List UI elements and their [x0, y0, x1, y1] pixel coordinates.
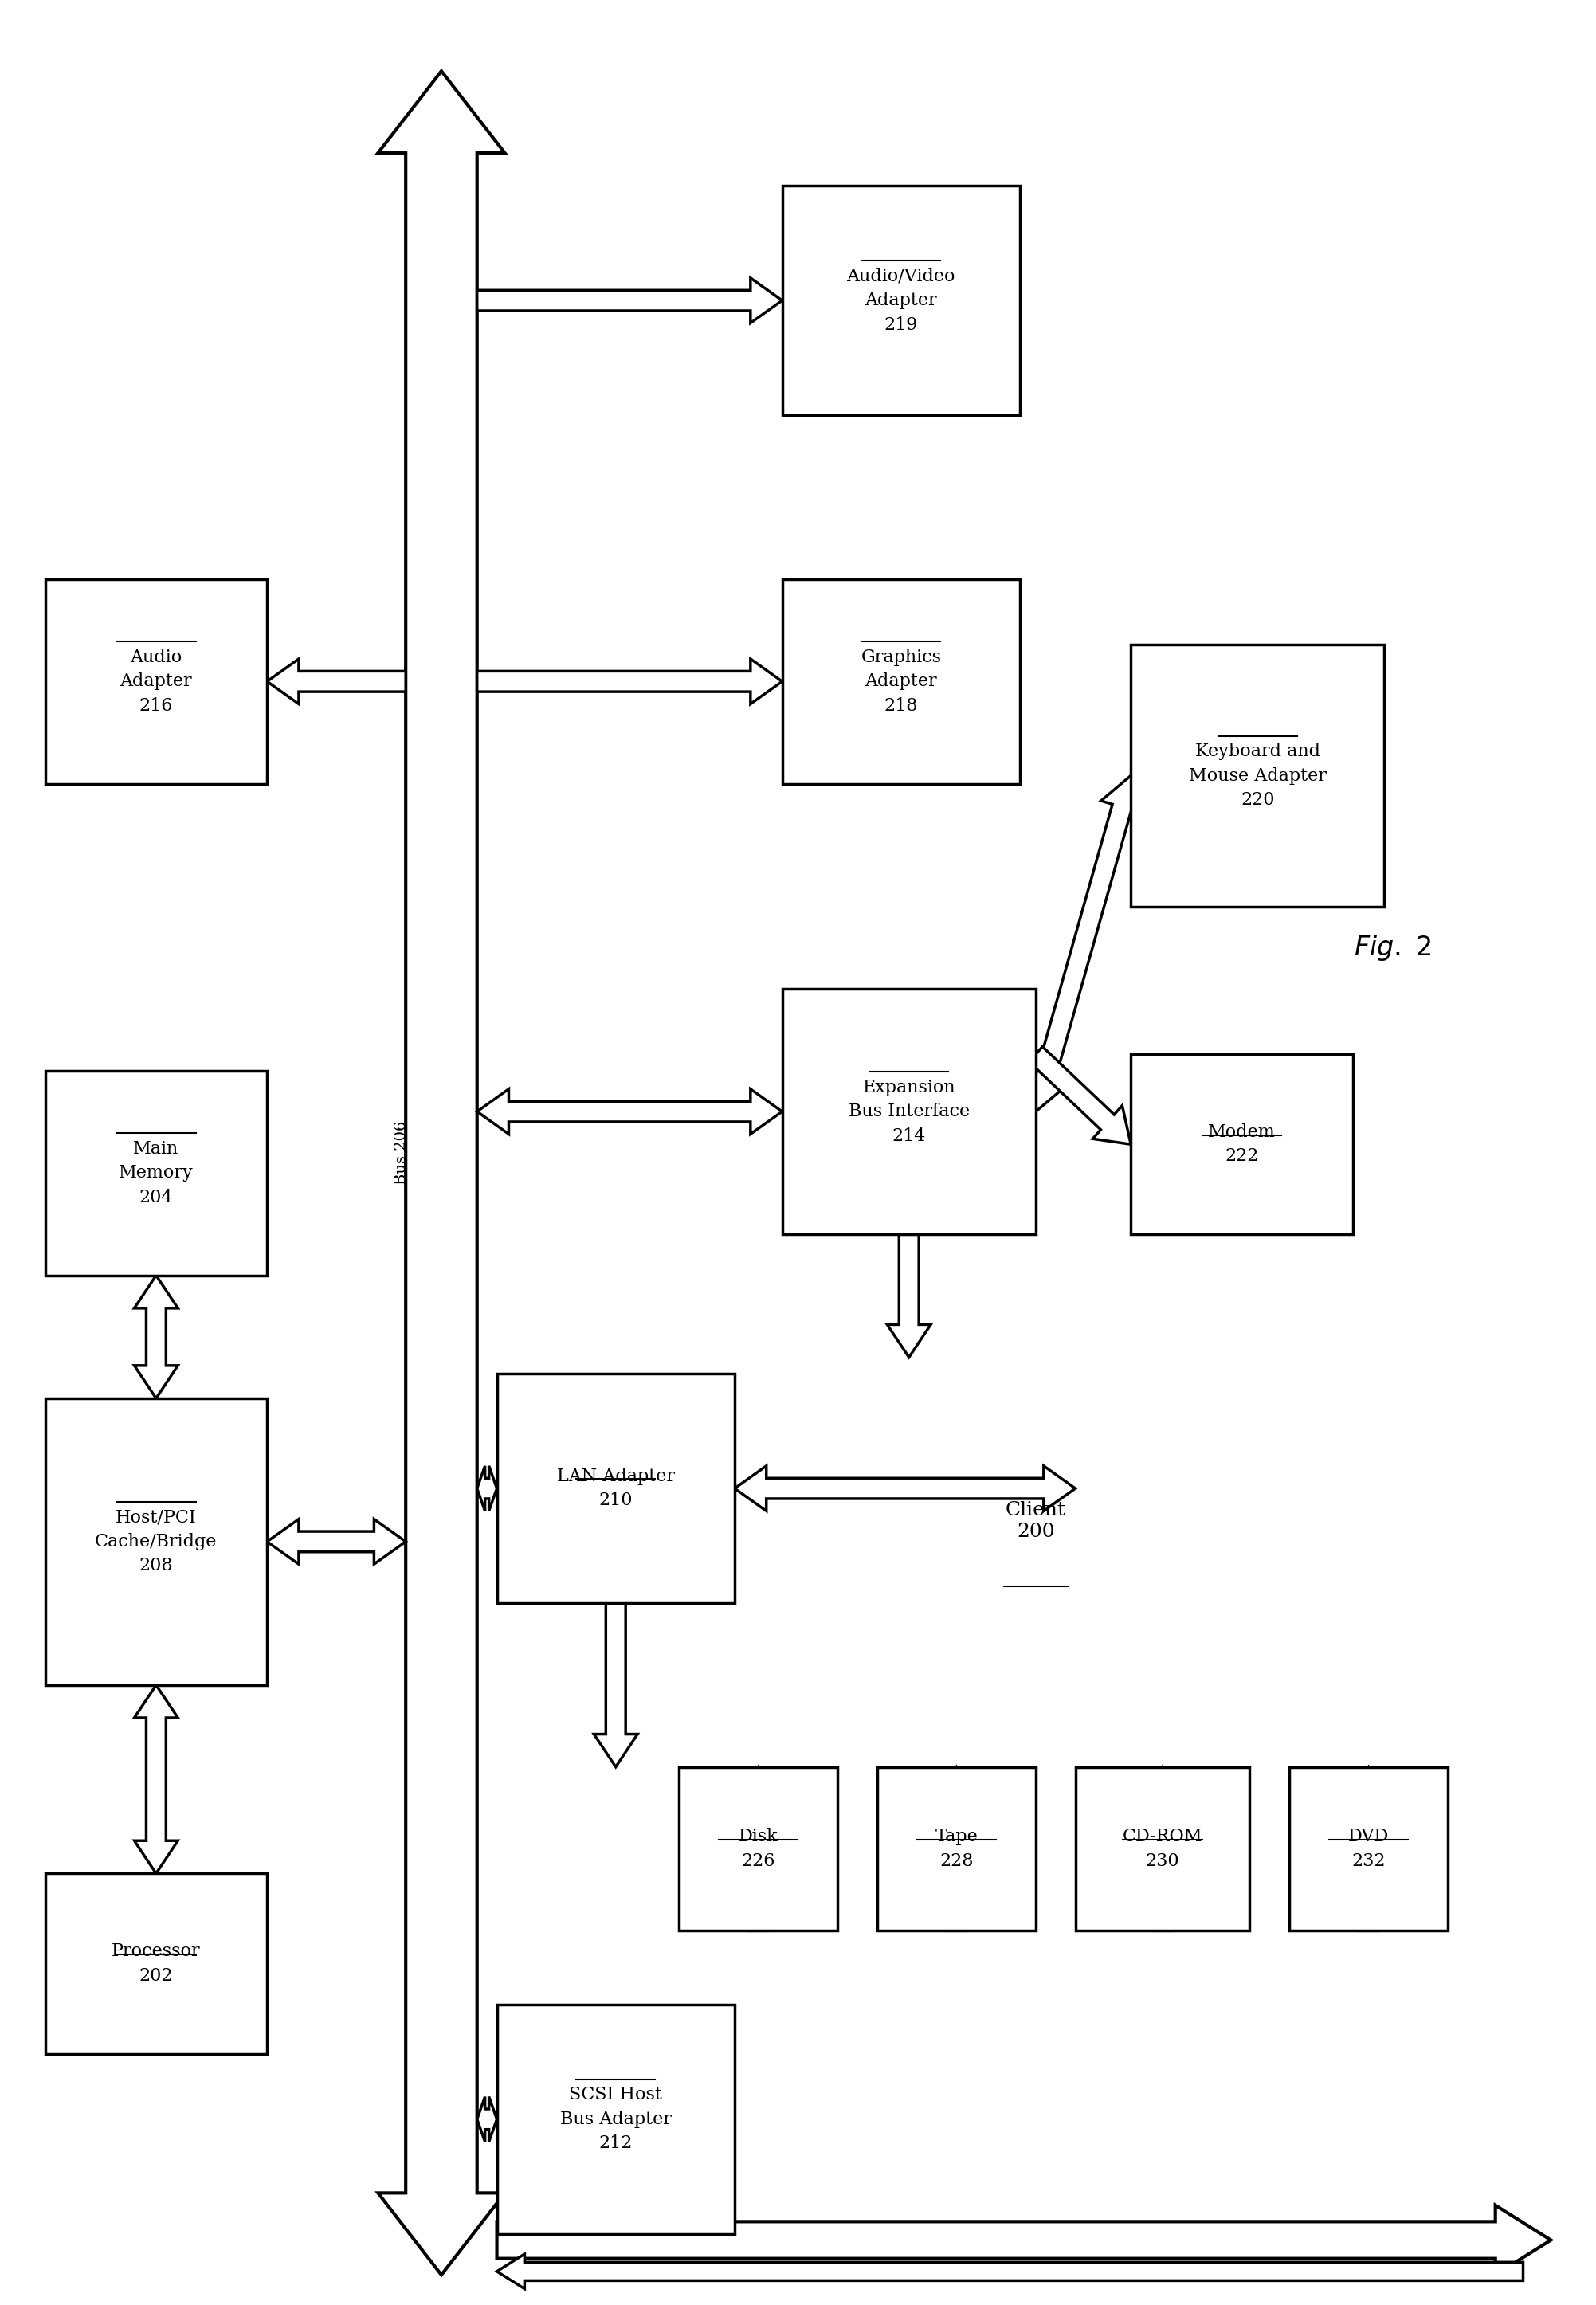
- Polygon shape: [734, 1466, 1076, 1510]
- Text: LAN Adapter
210: LAN Adapter 210: [557, 1468, 675, 1510]
- Bar: [1076, 1768, 1250, 1932]
- Polygon shape: [378, 71, 504, 2275]
- Text: Host/PCI
Cache/Bridge
208: Host/PCI Cache/Bridge 208: [96, 1507, 217, 1574]
- Text: Client
200: Client 200: [1005, 1501, 1066, 1542]
- Bar: [1290, 1768, 1448, 1932]
- Polygon shape: [1023, 777, 1143, 1111]
- Polygon shape: [134, 1275, 177, 1399]
- Text: Bus 206: Bus 206: [394, 1120, 409, 1185]
- Text: Expansion
Bus Interface
214: Expansion Bus Interface 214: [849, 1079, 969, 1146]
- Text: CD-ROM
230: CD-ROM 230: [1122, 1828, 1202, 1869]
- Bar: [782, 989, 1036, 1235]
- Bar: [782, 187, 1020, 415]
- Text: Audio
Adapter
216: Audio Adapter 216: [120, 648, 192, 715]
- Polygon shape: [594, 1602, 637, 1768]
- Polygon shape: [496, 2254, 1523, 2289]
- Text: DVD
232: DVD 232: [1349, 1828, 1389, 1869]
- Text: $\mathit{Fig.\ 2}$: $\mathit{Fig.\ 2}$: [1353, 934, 1432, 963]
- Polygon shape: [267, 659, 405, 703]
- Polygon shape: [935, 1768, 978, 1932]
- Text: Modem
222: Modem 222: [1208, 1123, 1275, 1166]
- Polygon shape: [1141, 1768, 1184, 1932]
- Bar: [496, 1374, 734, 1602]
- Bar: [45, 1874, 267, 2054]
- Text: Tape
228: Tape 228: [935, 1828, 978, 1869]
- Polygon shape: [477, 659, 782, 703]
- Text: Audio/Video
Adapter
219: Audio/Video Adapter 219: [846, 267, 956, 334]
- Polygon shape: [267, 1519, 405, 1565]
- Text: Graphics
Adapter
218: Graphics Adapter 218: [860, 648, 942, 715]
- Polygon shape: [477, 1088, 782, 1134]
- Polygon shape: [1029, 1046, 1132, 1143]
- Text: Processor
202: Processor 202: [112, 1943, 201, 1985]
- Polygon shape: [134, 1685, 177, 1874]
- Bar: [1132, 1053, 1353, 1235]
- Polygon shape: [737, 1768, 780, 1932]
- Bar: [496, 2005, 734, 2234]
- Text: Keyboard and
Mouse Adapter
220: Keyboard and Mouse Adapter 220: [1189, 742, 1326, 809]
- Bar: [45, 1399, 267, 1685]
- Text: SCSI Host
Bus Adapter
212: SCSI Host Bus Adapter 212: [560, 2086, 672, 2153]
- Polygon shape: [1347, 1768, 1390, 1932]
- Bar: [1132, 645, 1384, 906]
- Bar: [878, 1768, 1036, 1932]
- Bar: [680, 1768, 838, 1932]
- Polygon shape: [496, 2206, 1551, 2275]
- Text: Disk
226: Disk 226: [739, 1828, 779, 1869]
- Text: Main
Memory
204: Main Memory 204: [118, 1141, 193, 1206]
- Bar: [782, 579, 1020, 784]
- Polygon shape: [887, 1235, 930, 1358]
- Bar: [45, 1070, 267, 1275]
- Polygon shape: [477, 1466, 496, 1510]
- Polygon shape: [477, 279, 782, 323]
- Bar: [45, 579, 267, 784]
- Polygon shape: [477, 2098, 496, 2141]
